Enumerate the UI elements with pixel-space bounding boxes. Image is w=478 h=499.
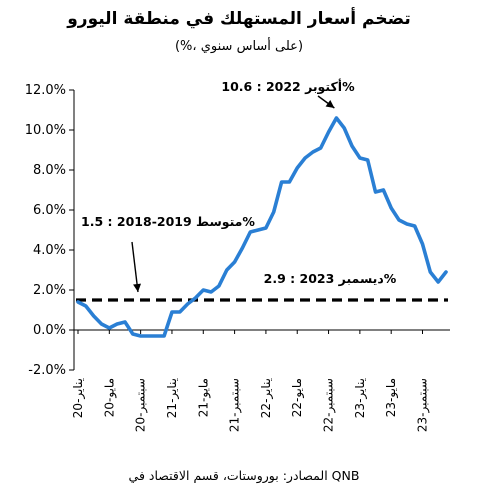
x-tick-label: مايو-20: [102, 378, 117, 417]
x-tick-label: سبتمبر-21: [228, 378, 243, 432]
x-axis: يناير-20 مايو-20 سبتمبر-20 يناير-21 مايو-21 س…: [71, 329, 450, 432]
annotation-average-arrow: [131, 241, 139, 293]
y-tick-label: 6.0%: [33, 203, 66, 218]
x-tick-label: يناير-20: [71, 378, 86, 418]
chart-source: المصادر: بوروستات، قسم الاقتصاد في QNB: [129, 468, 360, 484]
y-tick-label: -2.0%: [28, 363, 66, 378]
series-group: [76, 116, 448, 338]
x-tick-label: مايو-21: [196, 378, 211, 417]
annotation-peak-arrowhead: [325, 100, 335, 108]
x-tick-label: سبتمبر-22: [322, 378, 337, 432]
x-tick-label: يناير-23: [353, 378, 368, 418]
annotation-average-label: متوسط 2019-2018 : 1.5%: [81, 214, 255, 229]
annotations: أكتوبر 2022 : 10.6% متوسط 2019-2018 : 1.5…: [81, 78, 397, 293]
annotation-latest-label: ديسمبر 2023 : 2.9%: [264, 271, 397, 286]
chart-title: تضخم أسعار المستهلك في منطقة اليورو: [66, 7, 411, 29]
x-tick-label: سبتمبر-20: [134, 378, 149, 432]
y-tick-label: 8.0%: [33, 163, 66, 178]
y-tick-label: 10.0%: [25, 123, 66, 138]
x-tick-label: مايو-22: [290, 378, 305, 417]
chart-subtitle: (%، على أساس سنوي): [175, 37, 303, 54]
y-tick-label: 2.0%: [33, 283, 66, 298]
x-tick-label: يناير-21: [165, 378, 180, 418]
x-tick-label: مايو-23: [384, 378, 399, 417]
y-tick-label: 12.0%: [25, 83, 66, 98]
y-tick-label: 4.0%: [33, 243, 66, 258]
y-axis: -2.0% 0.0% 2.0% 4.0% 6.0% 8.0% 10.0% 12.0%: [25, 83, 75, 378]
y-tick-label: 0.0%: [33, 323, 66, 338]
x-tick-label: يناير-22: [259, 378, 274, 418]
x-tick-label: سبتمبر-23: [416, 378, 431, 432]
inflation-line: [76, 116, 448, 338]
annotation-average-arrowhead: [133, 283, 142, 292]
annotation-peak-label: أكتوبر 2022 : 10.6%: [221, 78, 355, 94]
